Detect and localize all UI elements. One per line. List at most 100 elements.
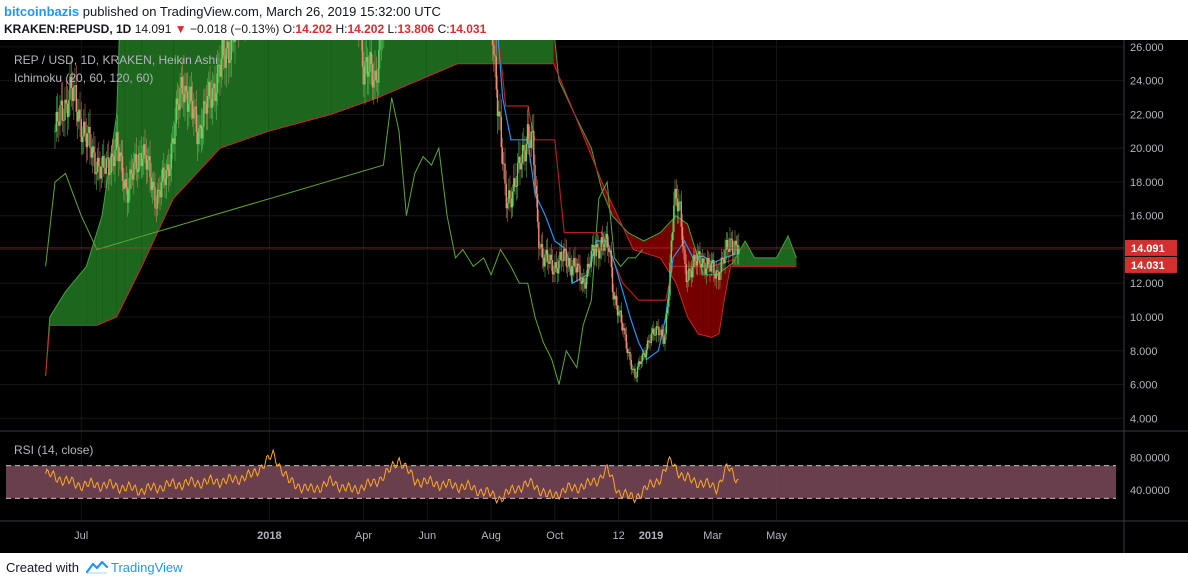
candle-body — [124, 179, 126, 189]
candle-body — [493, 45, 495, 55]
candle-body — [544, 254, 546, 267]
candle-body — [630, 359, 632, 370]
candle-body — [58, 121, 60, 126]
candle-body — [625, 334, 627, 349]
candle-body — [619, 310, 621, 312]
high-label: H: — [335, 22, 348, 36]
candle-body — [604, 239, 606, 251]
cloud-segment-bullish — [426, 40, 458, 78]
candle-body — [226, 41, 229, 49]
symbol-info: KRAKEN:REPUSD, 1D 14.091 ▼ −0.018 (−0.13… — [4, 22, 486, 36]
candle-body — [685, 264, 687, 282]
candle-body — [140, 153, 142, 167]
rsi-line — [45, 448, 739, 505]
cloud-segment-bearish — [698, 257, 704, 336]
tradingview-brand-link[interactable]: TradingView — [111, 560, 183, 575]
candle-body — [71, 87, 74, 102]
candle-body — [718, 271, 720, 281]
cloud-segment-bearish — [711, 274, 717, 338]
candle-body — [541, 244, 544, 258]
candle-body — [54, 131, 56, 133]
low-value: 13.806 — [397, 22, 435, 36]
candle-body — [104, 168, 106, 174]
candle-body — [551, 260, 554, 275]
candle-body — [721, 257, 724, 260]
candle-body — [574, 257, 576, 268]
candle-body — [521, 145, 524, 164]
cloud-segment-bullish — [788, 236, 797, 267]
candle-body — [504, 163, 506, 184]
legend-indicator: Ichimoku (20, 60, 120, 60) — [14, 71, 153, 85]
price-chart[interactable]: 26.000 24.000 22.000 20.000 18.000 16.000 14.0… — [0, 40, 1188, 553]
x-tick-label: Mar — [703, 530, 722, 542]
candle-body — [213, 83, 215, 89]
symbol-name[interactable]: KRAKEN:REPUSD, 1D — [4, 22, 132, 36]
candle-body — [606, 233, 609, 248]
candle-body — [663, 336, 665, 344]
candle-body — [154, 187, 156, 208]
close-label: C: — [437, 22, 450, 36]
candle-body — [543, 257, 545, 267]
candle-body — [580, 280, 582, 284]
candle-body — [576, 263, 579, 273]
candle-body — [586, 263, 589, 278]
candle-body — [81, 136, 84, 142]
candle-body — [616, 305, 619, 316]
candle-body — [578, 263, 580, 266]
candle-body — [205, 103, 207, 114]
candle-body — [654, 335, 656, 336]
candle-body — [143, 144, 145, 159]
tenkan-sen-line — [497, 40, 740, 361]
candle-body — [688, 268, 690, 281]
x-tick-label: May — [766, 530, 787, 542]
candle-body — [585, 277, 587, 289]
x-tick-label: 2018 — [257, 530, 281, 542]
candle-body — [178, 104, 180, 111]
candle-body — [185, 85, 187, 92]
candle-body — [509, 190, 511, 199]
y-tick-label: 26.000 — [1130, 42, 1164, 54]
candle-body — [371, 64, 374, 88]
candle-body — [550, 254, 552, 260]
cloud-segment-bearish — [703, 274, 712, 338]
candle-body — [623, 328, 625, 331]
candle-body — [588, 263, 590, 267]
candle-body — [171, 138, 174, 144]
candle-body — [159, 190, 161, 198]
last-price-label: 14.091 — [1131, 243, 1165, 255]
candle-body — [643, 353, 645, 355]
candle-body — [85, 133, 87, 148]
candle-body — [609, 250, 611, 252]
candle-body — [668, 295, 670, 307]
candle-body — [648, 340, 650, 342]
candle-body — [158, 189, 160, 191]
candle-body — [141, 158, 144, 167]
candle-body — [225, 48, 227, 68]
candle-body — [361, 40, 364, 67]
candle-body — [676, 198, 679, 212]
candle-body — [695, 261, 697, 266]
candle-body — [701, 258, 704, 268]
candle-body — [506, 203, 509, 209]
candle-body — [558, 260, 560, 274]
chart-header: bitcoinbazis published on TradingView.co… — [0, 0, 1188, 40]
cloud-segment-bearish — [716, 273, 719, 335]
candle-body — [605, 233, 607, 239]
low-label: L: — [387, 22, 398, 36]
candle-body — [709, 264, 711, 272]
candle-body — [374, 70, 376, 80]
author-link[interactable]: bitcoinbazis — [4, 4, 80, 19]
candle-body — [593, 244, 595, 256]
candle-body — [684, 249, 686, 265]
candle-body — [96, 157, 99, 173]
candle-body — [184, 85, 186, 103]
candle-body — [639, 361, 641, 364]
candle-body — [170, 143, 172, 169]
candle-body — [86, 133, 89, 148]
candle-body — [138, 154, 140, 173]
candle-body — [204, 101, 206, 104]
candle-body — [561, 260, 564, 262]
candle-body — [126, 187, 129, 203]
candle-body — [560, 251, 562, 261]
candle-body — [94, 152, 96, 175]
